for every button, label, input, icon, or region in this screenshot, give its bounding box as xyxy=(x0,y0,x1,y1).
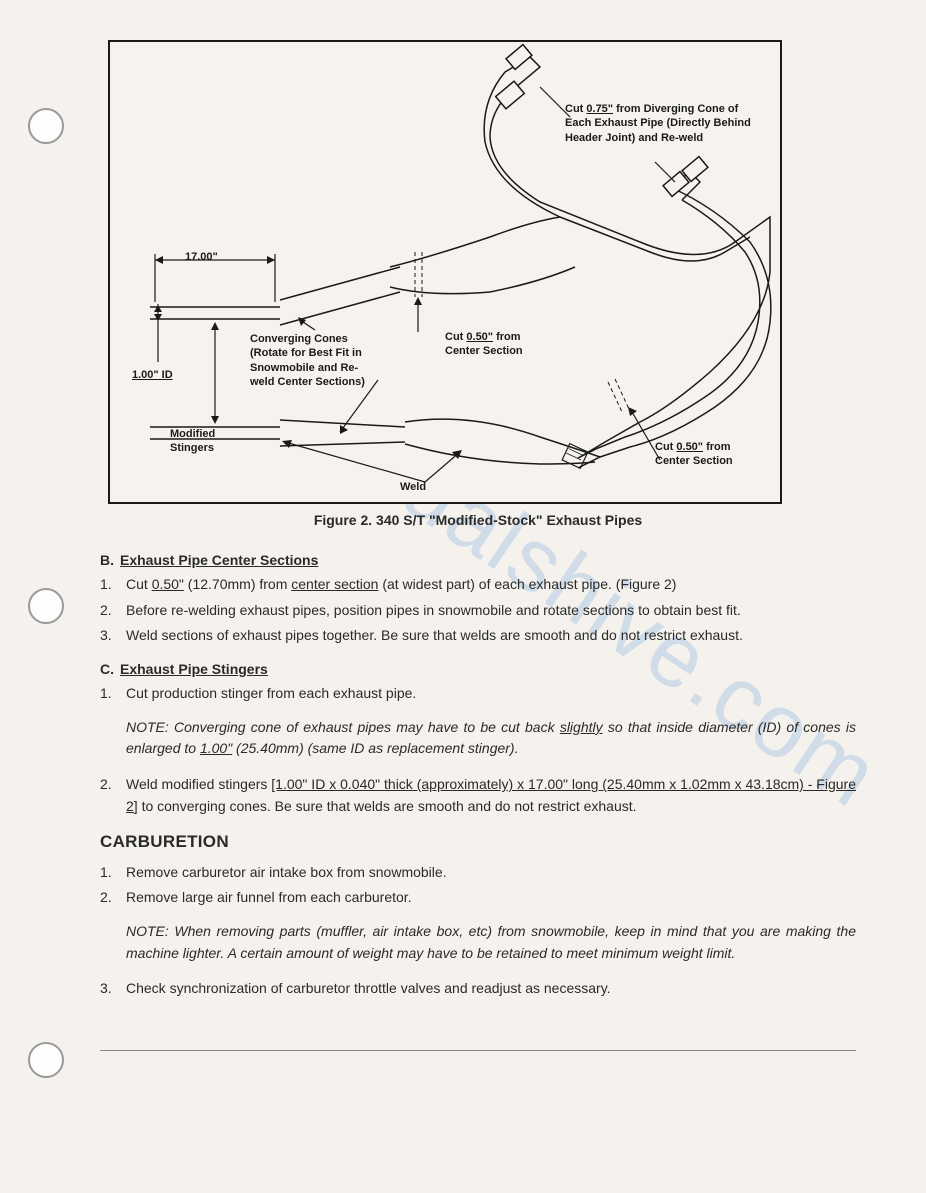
section-b-title: Exhaust Pipe Center Sections xyxy=(120,552,318,568)
list-item: 3.Weld sections of exhaust pipes togethe… xyxy=(100,625,856,647)
list-item: 2.Weld modified stingers [1.00" ID x 0.0… xyxy=(100,774,856,817)
label-cut-050-bottom: Cut 0.50" from Center Section xyxy=(655,440,765,469)
carburetion-list-2: 3.Check synchronization of carburetor th… xyxy=(100,978,856,1000)
figure-2-diagram: Cut 0.75" from Diverging Cone of Each Ex… xyxy=(108,40,782,504)
list-item: 3.Check synchronization of carburetor th… xyxy=(100,978,856,1000)
section-c-header: C. Exhaust Pipe Stingers xyxy=(100,661,856,677)
label-cut-050-top: Cut 0.50" from Center Section xyxy=(445,330,555,359)
label-dim-1id: 1.00" ID xyxy=(132,368,173,382)
page-content: Cut 0.75" from Diverging Cone of Each Ex… xyxy=(0,0,926,1099)
section-b-label: B. xyxy=(100,552,114,568)
carburetion-note: NOTE: When removing parts (muffler, air … xyxy=(126,921,856,964)
list-item: 1.Remove carburetor air intake box from … xyxy=(100,862,856,884)
section-c-title: Exhaust Pipe Stingers xyxy=(120,661,268,677)
section-c-label: C. xyxy=(100,661,114,677)
list-item: 2.Before re-welding exhaust pipes, posit… xyxy=(100,600,856,622)
list-item: 1.Cut 0.50" (12.70mm) from center sectio… xyxy=(100,574,856,596)
list-item: 1.Cut production stinger from each exhau… xyxy=(100,683,856,705)
label-dim-17: 17.00" xyxy=(185,250,218,264)
section-c-list-2: 2.Weld modified stingers [1.00" ID x 0.0… xyxy=(100,774,856,817)
section-c-note: NOTE: Converging cone of exhaust pipes m… xyxy=(126,717,856,760)
section-c-list-1: 1.Cut production stinger from each exhau… xyxy=(100,683,856,705)
bottom-rule xyxy=(100,1050,856,1051)
section-b-header: B. Exhaust Pipe Center Sections xyxy=(100,552,856,568)
label-weld: Weld xyxy=(400,480,426,494)
label-converging: Converging Cones (Rotate for Best Fit in… xyxy=(250,332,380,389)
carburetion-list-1: 1.Remove carburetor air intake box from … xyxy=(100,862,856,909)
section-b-list: 1.Cut 0.50" (12.70mm) from center sectio… xyxy=(100,574,856,647)
label-modified-stingers: ModifiedStingers xyxy=(170,427,215,456)
label-cut-075: Cut 0.75" from Diverging Cone of Each Ex… xyxy=(565,102,760,145)
carburetion-heading: CARBURETION xyxy=(100,832,856,852)
figure-caption: Figure 2. 340 S/T "Modified-Stock" Exhau… xyxy=(100,512,856,528)
list-item: 2.Remove large air funnel from each carb… xyxy=(100,887,856,909)
